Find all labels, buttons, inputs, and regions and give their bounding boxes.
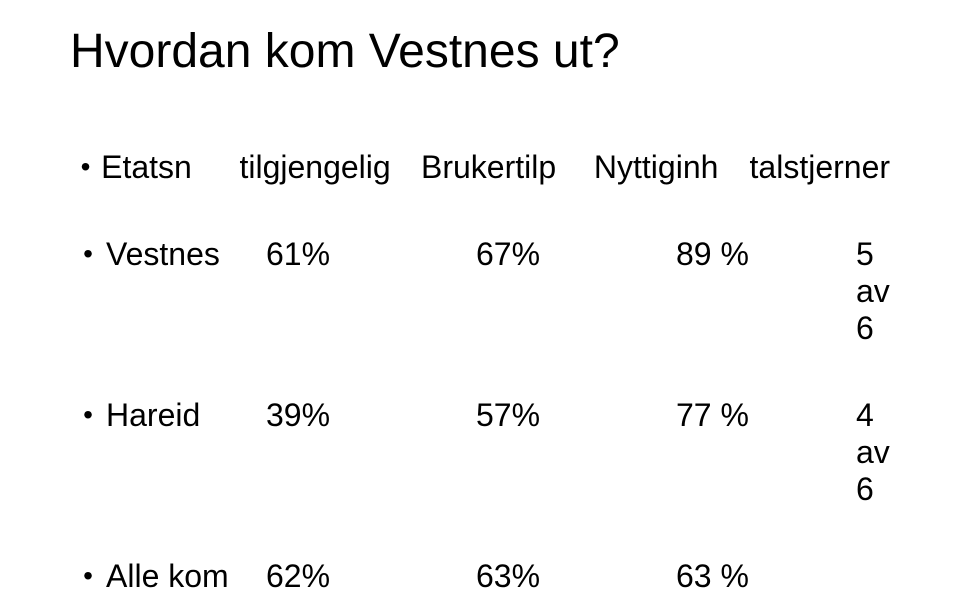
row-label: Hareid <box>106 397 266 434</box>
row-col4: 5 av 6 <box>856 236 890 347</box>
row-label: Alle kom <box>106 558 266 595</box>
bullet-icon: • <box>70 562 106 590</box>
row-col3: 63 % <box>676 558 856 595</box>
table-row: • Vestnes 61% 67% 89 % 5 av 6 <box>70 236 890 347</box>
table-row: • Hareid 39% 57% 77 % 4 av 6 <box>70 397 890 508</box>
row-col4: 4 av 6 <box>856 397 890 508</box>
row-col3: 89 % <box>676 236 856 273</box>
row-col2: 63% <box>476 558 676 595</box>
bullet-icon: • <box>70 401 106 429</box>
header-col3: Nyttiginh <box>594 149 750 186</box>
bullet-icon: • <box>70 153 101 181</box>
bullet-icon: • <box>70 240 106 268</box>
row-col1: 39% <box>266 397 476 434</box>
row-col3: 77 % <box>676 397 856 434</box>
header-col4: talstjerner <box>750 149 891 186</box>
header-row: • Etatsn tilgjengelig Brukertilp Nyttigi… <box>70 149 890 186</box>
table-row: • Alle kom 62% 63% 63 % <box>70 558 890 595</box>
header-col1: tilgjengelig <box>239 149 421 186</box>
header-col2: Brukertilp <box>421 149 594 186</box>
header-label: Etatsn <box>101 149 239 186</box>
page-title: Hvordan kom Vestnes ut? <box>70 24 890 79</box>
row-col2: 57% <box>476 397 676 434</box>
row-col1: 61% <box>266 236 476 273</box>
row-col2: 67% <box>476 236 676 273</box>
row-label: Vestnes <box>106 236 266 273</box>
row-col1: 62% <box>266 558 476 595</box>
